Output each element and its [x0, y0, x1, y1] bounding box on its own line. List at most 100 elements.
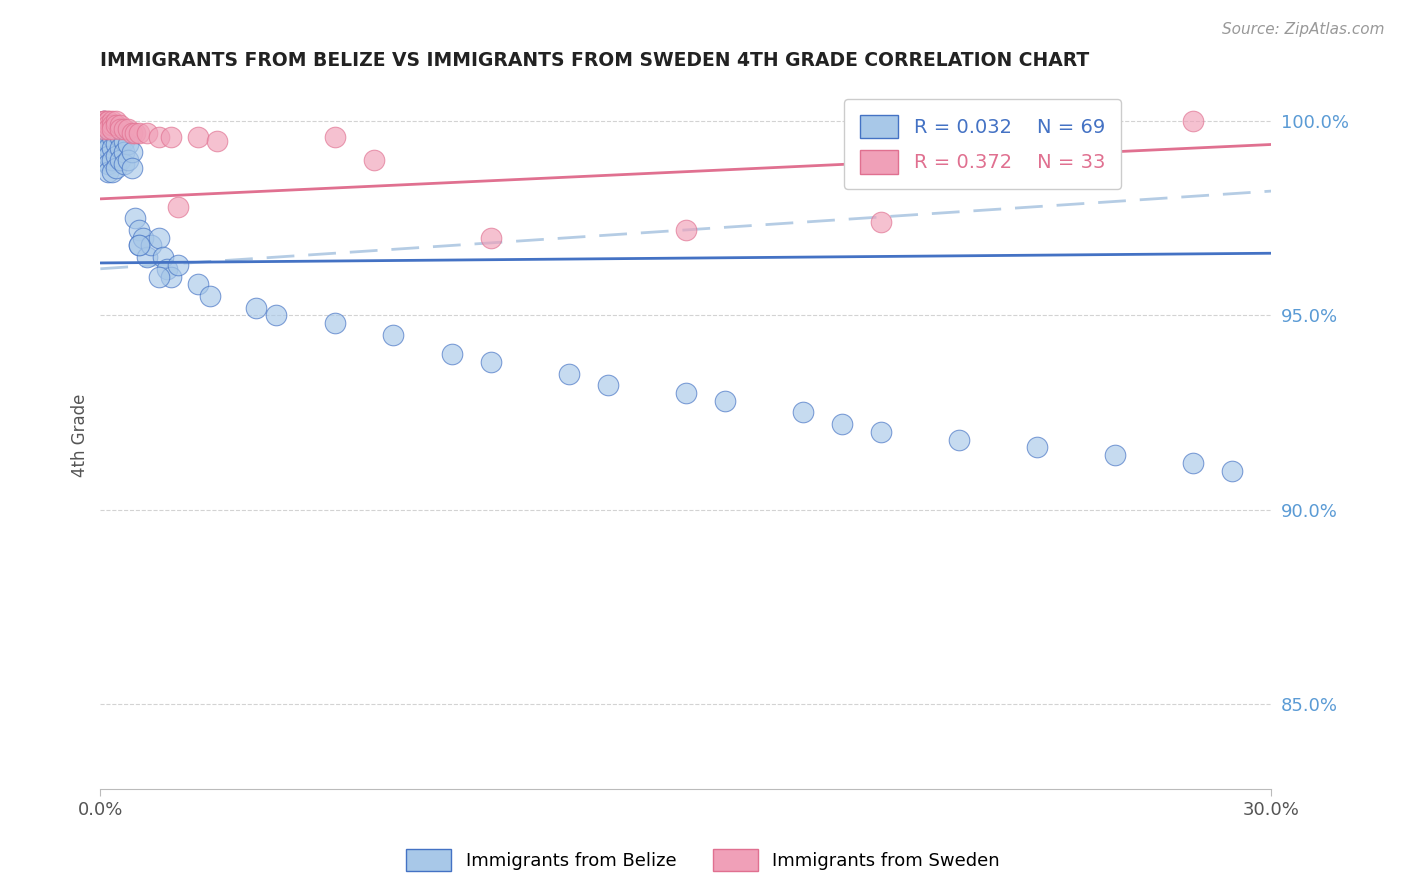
Point — [479, 230, 502, 244]
Point — [101, 122, 124, 136]
Point — [148, 230, 170, 244]
Point — [93, 118, 115, 132]
Point — [101, 129, 124, 144]
Point — [104, 118, 127, 132]
Point — [596, 378, 619, 392]
Point — [187, 277, 209, 292]
Point — [1182, 114, 1205, 128]
Point — [93, 122, 115, 136]
Point — [101, 141, 124, 155]
Point — [207, 134, 229, 148]
Point — [363, 153, 385, 167]
Legend: R = 0.032    N = 69, R = 0.372    N = 33: R = 0.032 N = 69, R = 0.372 N = 33 — [844, 99, 1121, 189]
Point — [117, 137, 139, 152]
Point — [104, 114, 127, 128]
Point — [128, 238, 150, 252]
Point — [264, 309, 287, 323]
Point — [831, 417, 853, 431]
Point — [675, 386, 697, 401]
Point — [167, 258, 190, 272]
Point — [93, 145, 115, 160]
Point — [112, 122, 135, 136]
Point — [101, 153, 124, 167]
Point — [382, 327, 405, 342]
Point — [124, 126, 146, 140]
Point — [101, 164, 124, 178]
Point — [97, 118, 120, 132]
Point — [93, 153, 115, 167]
Point — [93, 118, 115, 132]
Point — [104, 126, 127, 140]
Point — [245, 301, 267, 315]
Point — [128, 238, 150, 252]
Point — [869, 425, 891, 439]
Point — [97, 114, 120, 128]
Point — [1220, 464, 1243, 478]
Point — [108, 122, 131, 136]
Point — [93, 129, 115, 144]
Point — [479, 355, 502, 369]
Point — [132, 230, 155, 244]
Point — [93, 137, 115, 152]
Point — [108, 118, 131, 132]
Point — [101, 118, 124, 132]
Point — [869, 215, 891, 229]
Point — [97, 157, 120, 171]
Point — [93, 114, 115, 128]
Point — [713, 393, 735, 408]
Point — [101, 114, 124, 128]
Point — [93, 141, 115, 155]
Point — [198, 289, 221, 303]
Point — [112, 134, 135, 148]
Point — [97, 141, 120, 155]
Point — [148, 129, 170, 144]
Point — [1104, 448, 1126, 462]
Point — [139, 238, 162, 252]
Point — [675, 223, 697, 237]
Point — [124, 211, 146, 226]
Point — [112, 145, 135, 160]
Legend: Immigrants from Belize, Immigrants from Sweden: Immigrants from Belize, Immigrants from … — [399, 842, 1007, 879]
Point — [948, 433, 970, 447]
Point — [117, 122, 139, 136]
Point — [97, 149, 120, 163]
Point — [121, 126, 143, 140]
Y-axis label: 4th Grade: 4th Grade — [72, 394, 89, 477]
Point — [152, 250, 174, 264]
Point — [117, 153, 139, 167]
Point — [104, 149, 127, 163]
Point — [108, 141, 131, 155]
Point — [93, 122, 115, 136]
Point — [121, 161, 143, 175]
Text: Source: ZipAtlas.com: Source: ZipAtlas.com — [1222, 22, 1385, 37]
Point — [136, 126, 159, 140]
Point — [159, 129, 181, 144]
Point — [159, 269, 181, 284]
Point — [97, 118, 120, 132]
Point — [128, 126, 150, 140]
Point — [97, 134, 120, 148]
Point — [323, 129, 346, 144]
Point — [97, 164, 120, 178]
Point — [93, 114, 115, 128]
Point — [167, 200, 190, 214]
Point — [93, 114, 115, 128]
Point — [136, 250, 159, 264]
Point — [121, 145, 143, 160]
Point — [156, 261, 179, 276]
Point — [187, 129, 209, 144]
Text: IMMIGRANTS FROM BELIZE VS IMMIGRANTS FROM SWEDEN 4TH GRADE CORRELATION CHART: IMMIGRANTS FROM BELIZE VS IMMIGRANTS FRO… — [100, 51, 1090, 70]
Point — [108, 129, 131, 144]
Point — [101, 122, 124, 136]
Point — [440, 347, 463, 361]
Point — [148, 269, 170, 284]
Point — [93, 114, 115, 128]
Point — [108, 153, 131, 167]
Point — [557, 367, 579, 381]
Point — [104, 161, 127, 175]
Point — [93, 126, 115, 140]
Point — [1026, 441, 1049, 455]
Point — [97, 114, 120, 128]
Point — [97, 122, 120, 136]
Point — [792, 405, 814, 419]
